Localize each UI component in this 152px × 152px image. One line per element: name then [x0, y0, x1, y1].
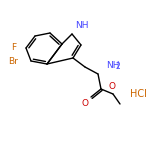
Text: NH: NH [106, 61, 119, 70]
Text: O: O [109, 82, 116, 91]
Text: HCl: HCl [130, 89, 146, 99]
Text: F: F [11, 43, 16, 52]
Text: Br: Br [8, 57, 18, 67]
Text: O: O [81, 99, 88, 108]
Text: NH: NH [75, 21, 88, 30]
Text: 2: 2 [116, 62, 121, 71]
